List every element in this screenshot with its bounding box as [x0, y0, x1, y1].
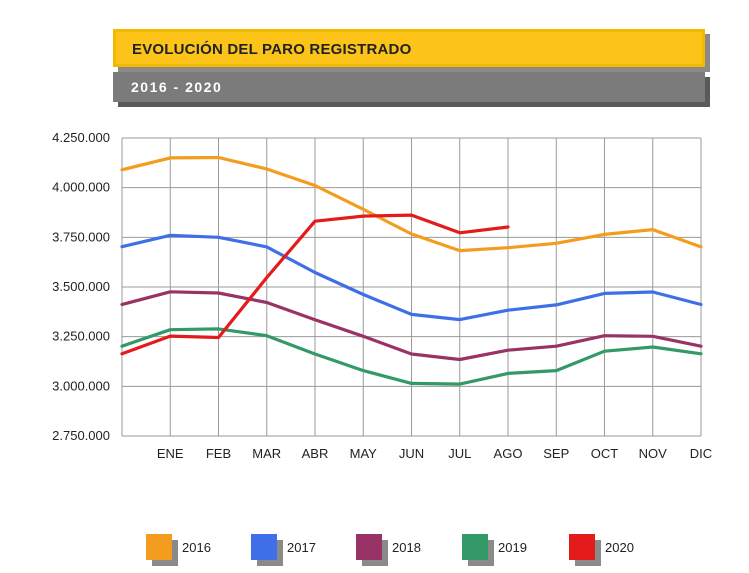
- y-tick-label: 3.250.000: [52, 329, 110, 344]
- legend-swatch-2018: [356, 534, 382, 560]
- legend-label-2016: 2016: [182, 540, 211, 555]
- chart-series: [120, 155, 703, 386]
- y-tick-label: 3.750.000: [52, 229, 110, 244]
- x-tick-label: MAY: [350, 446, 378, 461]
- chart-title: EVOLUCIÓN DEL PARO REGISTRADO: [132, 41, 412, 58]
- x-tick-label: ABR: [302, 446, 329, 461]
- y-axis-tick-labels: 2.750.000 3.000.000 3.250.000 3.500.000 3.75…: [52, 130, 110, 443]
- x-tick-label: JUL: [448, 446, 471, 461]
- chart-legend: 2016 2017 2018 2019 2020: [146, 534, 634, 566]
- x-tick-label: ENE: [157, 446, 184, 461]
- series-line-2017: [120, 233, 703, 322]
- y-tick-label: 3.500.000: [52, 279, 110, 294]
- chart-subtitle: 2016 - 2020: [131, 79, 223, 95]
- x-axis-tick-labels: ENE FEB MAR ABR MAY JUN JUL AGO SEP OCT NOV DIC: [157, 446, 712, 461]
- legend-label-2017: 2017: [287, 540, 316, 555]
- y-tick-label: 3.000.000: [52, 378, 110, 393]
- x-tick-label: DIC: [690, 446, 712, 461]
- legend-swatch-2020: [569, 534, 595, 560]
- y-tick-label: 4.000.000: [52, 180, 110, 195]
- series-line-2019: [120, 327, 703, 386]
- y-tick-label: 2.750.000: [52, 428, 110, 443]
- series-line-2016: [120, 155, 703, 253]
- chart-grid: [121, 137, 702, 437]
- x-tick-label: OCT: [591, 446, 619, 461]
- title-banner: EVOLUCIÓN DEL PARO REGISTRADO: [113, 29, 705, 67]
- legend-label-2020: 2020: [605, 540, 634, 555]
- x-tick-label: MAR: [252, 446, 281, 461]
- x-tick-label: NOV: [639, 446, 668, 461]
- legend-swatch-2016: [146, 534, 172, 560]
- x-tick-label: SEP: [543, 446, 569, 461]
- x-tick-label: JUN: [399, 446, 424, 461]
- y-tick-label: 4.250.000: [52, 130, 110, 145]
- legend-label-2019: 2019: [498, 540, 527, 555]
- legend-swatch-2019: [462, 534, 488, 560]
- legend-swatch-2017: [251, 534, 277, 560]
- x-tick-label: FEB: [206, 446, 231, 461]
- series-line-2018: [120, 290, 703, 362]
- legend-label-2018: 2018: [392, 540, 421, 555]
- subtitle-banner: 2016 - 2020: [113, 72, 705, 102]
- x-tick-label: AGO: [494, 446, 523, 461]
- series-line-2020: [120, 213, 510, 356]
